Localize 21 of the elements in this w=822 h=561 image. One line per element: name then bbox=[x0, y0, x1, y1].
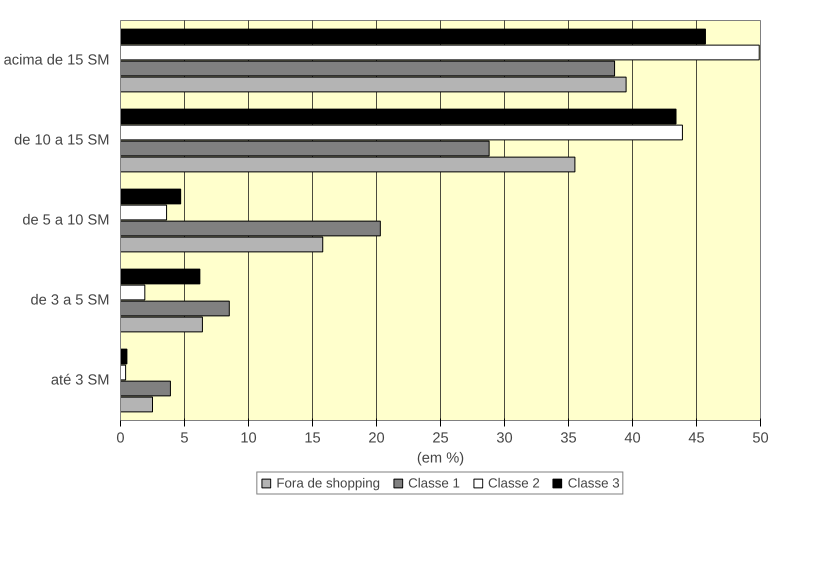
legend-label: Classe 1 bbox=[408, 476, 460, 490]
y-tick-label: até 3 SM bbox=[50, 372, 110, 388]
x-tick-label: 40 bbox=[624, 430, 641, 446]
x-tick-label: 30 bbox=[496, 430, 513, 446]
legend-label: Classe 2 bbox=[488, 476, 540, 490]
x-tick-label: 35 bbox=[560, 430, 577, 446]
x-tick-label: 50 bbox=[752, 430, 769, 446]
x-tick-label: 0 bbox=[116, 430, 125, 446]
legend-label: Classe 3 bbox=[568, 476, 620, 490]
legend-label: Fora de shopping bbox=[276, 476, 380, 490]
x-tick-label: 25 bbox=[432, 430, 449, 446]
x-tick-label: 10 bbox=[240, 430, 257, 446]
y-tick-label: acima de 15 SM bbox=[4, 52, 110, 68]
x-axis-title: (em %) bbox=[416, 450, 464, 466]
x-tick-label: 15 bbox=[304, 430, 321, 446]
x-tick-label: 20 bbox=[368, 430, 385, 446]
y-tick-label: de 5 a 10 SM bbox=[22, 212, 110, 228]
y-tick-label: de 3 a 5 SM bbox=[30, 292, 110, 308]
x-tick-label: 45 bbox=[688, 430, 705, 446]
y-tick-label: de 10 a 15 SM bbox=[14, 132, 110, 148]
x-tick-label: 5 bbox=[180, 430, 189, 446]
